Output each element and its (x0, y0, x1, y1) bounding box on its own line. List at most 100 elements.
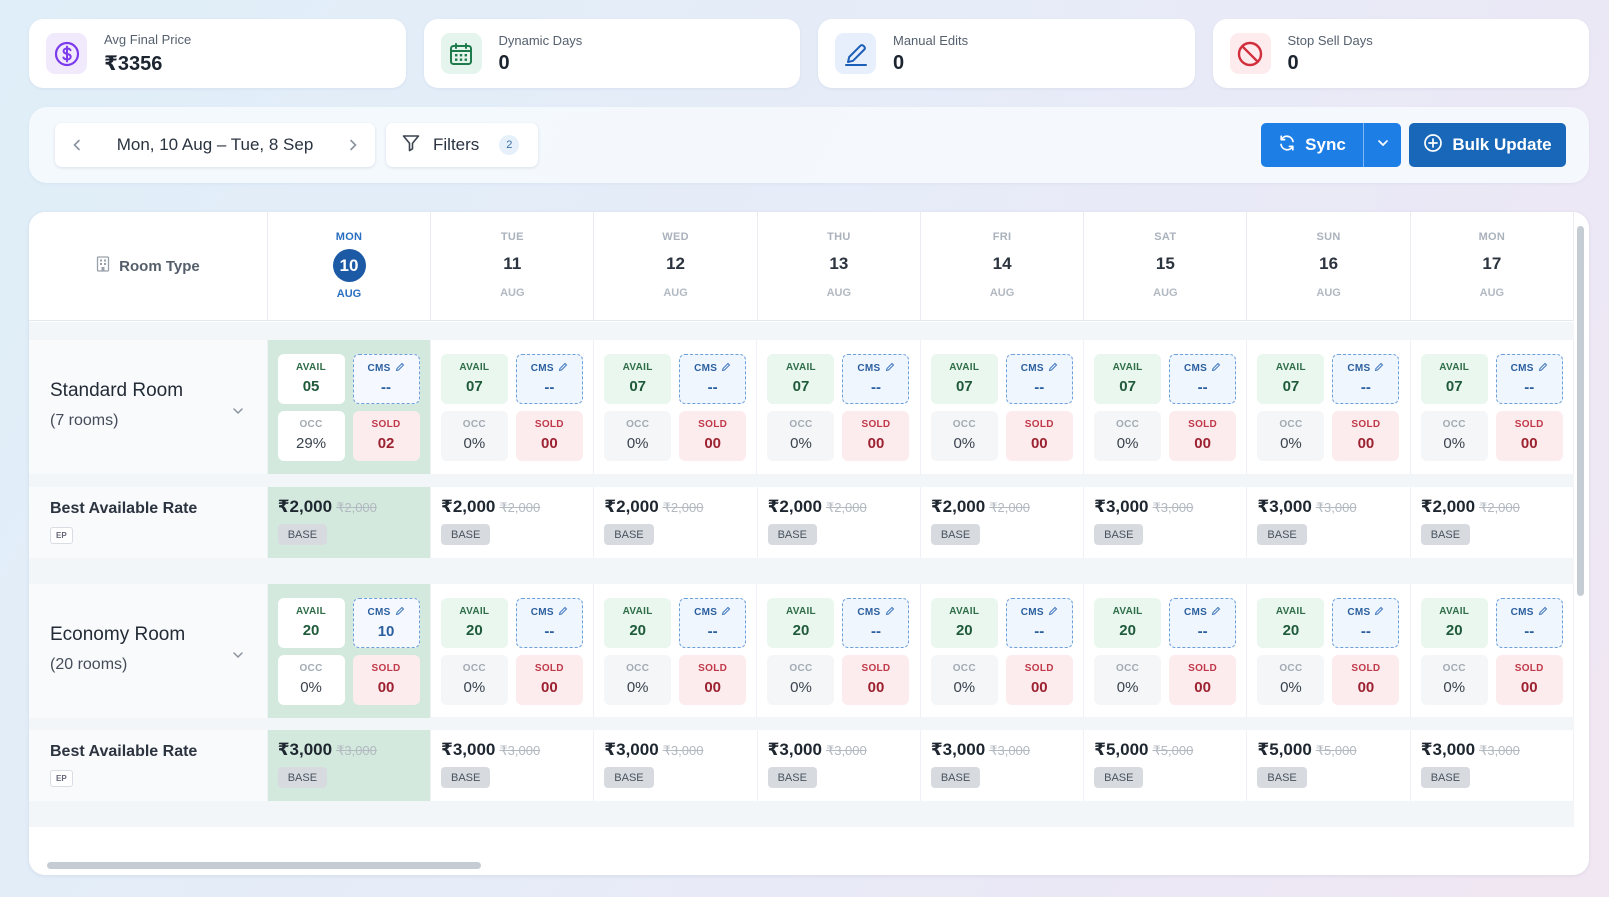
rate-cell[interactable]: ₹3,000 ₹3,000 BASE (1247, 487, 1411, 558)
rate-row: Best Available Rate EP ₹2,000 ₹2,000 BASE… (29, 487, 1574, 558)
occ-value: 0% (626, 435, 649, 452)
avail-tile[interactable]: AVAIL 20 (1257, 598, 1325, 648)
cms-tile[interactable]: CMS -- (1495, 354, 1563, 404)
bulk-update-button[interactable]: Bulk Update (1409, 123, 1566, 167)
day-header[interactable]: TUE 11 AUG (431, 212, 595, 320)
avail-tile[interactable]: AVAIL 07 (1420, 354, 1488, 404)
chevron-right-icon[interactable] (331, 123, 375, 167)
cms-tile[interactable]: CMS -- (1169, 354, 1237, 404)
vertical-scrollbar[interactable] (1577, 226, 1584, 596)
sync-dropdown-button[interactable] (1363, 123, 1401, 167)
pencil-icon[interactable] (881, 362, 895, 374)
date-range-picker[interactable]: Mon, 10 Aug – Tue, 8 Sep (55, 123, 375, 167)
cms-tile[interactable]: CMS -- (1495, 598, 1563, 648)
cms-tile[interactable]: CMS -- (1005, 354, 1073, 404)
avail-tile[interactable]: AVAIL 07 (930, 354, 998, 404)
avail-tile[interactable]: AVAIL 20 (1094, 598, 1162, 648)
pencil-icon[interactable] (554, 606, 568, 618)
rate-cell[interactable]: ₹5,000 ₹5,000 BASE (1247, 730, 1411, 801)
cms-tile[interactable]: CMS 10 (352, 598, 420, 648)
avail-label: AVAIL (1439, 606, 1470, 617)
pencil-icon[interactable] (1534, 362, 1548, 374)
avail-label: AVAIL (785, 606, 816, 617)
cms-tile[interactable]: CMS -- (515, 354, 583, 404)
rate-cell[interactable]: ₹2,000 ₹2,000 BASE (594, 487, 758, 558)
chevron-left-icon[interactable] (55, 123, 99, 167)
cms-tile[interactable]: CMS -- (1332, 598, 1400, 648)
avail-tile[interactable]: AVAIL 07 (604, 354, 672, 404)
pencil-icon[interactable] (1207, 606, 1221, 618)
day-header[interactable]: WED 12 AUG (594, 212, 758, 320)
chevron-down-icon[interactable] (232, 648, 244, 666)
rate-cell[interactable]: ₹3,000 ₹3,000 BASE (267, 730, 431, 801)
price-old: ₹3,000 (662, 743, 704, 758)
pencil-icon[interactable] (554, 362, 568, 374)
day-header[interactable]: THU 13 AUG (758, 212, 921, 320)
spacer-band (29, 801, 1574, 827)
rate-cell[interactable]: ₹3,000 ₹3,000 BASE (1084, 487, 1248, 558)
date-range-text[interactable]: Mon, 10 Aug – Tue, 8 Sep (116, 135, 314, 154)
avail-tile[interactable]: AVAIL 20 (1420, 598, 1488, 648)
cms-tile[interactable]: CMS -- (842, 354, 910, 404)
avail-tile[interactable]: AVAIL 20 (277, 598, 345, 648)
rate-cell[interactable]: ₹3,000 ₹3,000 BASE (921, 730, 1085, 801)
sold-value: 00 (1194, 435, 1211, 452)
pencil-icon[interactable] (391, 362, 405, 374)
occ-tile: OCC 0% (440, 655, 508, 705)
pencil-icon[interactable] (717, 606, 731, 618)
room-info[interactable]: Economy Room (20 rooms) (29, 584, 268, 718)
filters-button[interactable]: Filters 2 (386, 123, 538, 167)
sync-button[interactable]: Sync (1261, 123, 1363, 167)
avail-tile[interactable]: AVAIL 20 (440, 598, 508, 648)
rate-cell[interactable]: ₹3,000 ₹3,000 BASE (594, 730, 758, 801)
pencil-icon[interactable] (1207, 362, 1221, 374)
cms-tile[interactable]: CMS -- (679, 354, 747, 404)
avail-tile[interactable]: AVAIL 05 (277, 354, 345, 404)
day-header[interactable]: FRI 14 AUG (921, 212, 1085, 320)
avail-tile[interactable]: AVAIL 07 (1094, 354, 1162, 404)
avail-tile[interactable]: AVAIL 07 (767, 354, 835, 404)
pencil-icon[interactable] (1370, 362, 1384, 374)
cms-tile[interactable]: CMS -- (1005, 598, 1073, 648)
rate-cell[interactable]: ₹2,000 ₹2,000 BASE (431, 487, 595, 558)
pencil-icon[interactable] (1044, 606, 1058, 618)
pencil-icon[interactable] (1044, 362, 1058, 374)
room-info[interactable]: Standard Room (7 rooms) (29, 340, 268, 474)
avail-tile[interactable]: AVAIL 20 (604, 598, 672, 648)
rate-cell[interactable]: ₹2,000 ₹2,000 BASE (1411, 487, 1574, 558)
sync-label: Sync (1305, 135, 1346, 154)
day-header[interactable]: SUN 16 AUG (1247, 212, 1411, 320)
cms-tile[interactable]: CMS -- (515, 598, 583, 648)
cms-tile[interactable]: CMS -- (1332, 354, 1400, 404)
avail-tile[interactable]: AVAIL 20 (930, 598, 998, 648)
rate-cell[interactable]: ₹3,000 ₹3,000 BASE (431, 730, 595, 801)
cms-tile[interactable]: CMS -- (352, 354, 420, 404)
chevron-down-icon[interactable] (232, 404, 244, 422)
rate-cell[interactable]: ₹5,000 ₹5,000 BASE (1084, 730, 1248, 801)
day-header[interactable]: MON 17 AUG (1411, 212, 1575, 320)
stat-manual-edits: Manual Edits 0 (818, 19, 1195, 88)
pencil-icon[interactable] (1370, 606, 1384, 618)
pencil-icon[interactable] (881, 606, 895, 618)
horizontal-scrollbar[interactable] (47, 862, 481, 869)
pencil-icon[interactable] (1534, 606, 1548, 618)
rate-cell[interactable]: ₹3,000 ₹3,000 BASE (1411, 730, 1574, 801)
avail-tile[interactable]: AVAIL 20 (767, 598, 835, 648)
avail-tile[interactable]: AVAIL 07 (1257, 354, 1325, 404)
avail-tile[interactable]: AVAIL 07 (440, 354, 508, 404)
day-number: 15 (1155, 254, 1175, 273)
day-header[interactable]: MON 10 AUG (268, 212, 432, 320)
rate-cell[interactable]: ₹3,000 ₹3,000 BASE (758, 730, 921, 801)
rate-cell[interactable]: ₹2,000 ₹2,000 BASE (267, 487, 431, 558)
rate-cell[interactable]: ₹2,000 ₹2,000 BASE (921, 487, 1085, 558)
price-old: ₹5,000 (1152, 743, 1194, 758)
cms-tile[interactable]: CMS -- (679, 598, 747, 648)
cms-tile[interactable]: CMS -- (1169, 598, 1237, 648)
day-header[interactable]: SAT 15 AUG (1084, 212, 1248, 320)
day-of-week: SAT (1154, 231, 1177, 243)
rate-cell[interactable]: ₹2,000 ₹2,000 BASE (758, 487, 921, 558)
pencil-icon[interactable] (391, 606, 405, 618)
pencil-icon[interactable] (717, 362, 731, 374)
base-badge: BASE (604, 524, 654, 545)
cms-tile[interactable]: CMS -- (842, 598, 910, 648)
